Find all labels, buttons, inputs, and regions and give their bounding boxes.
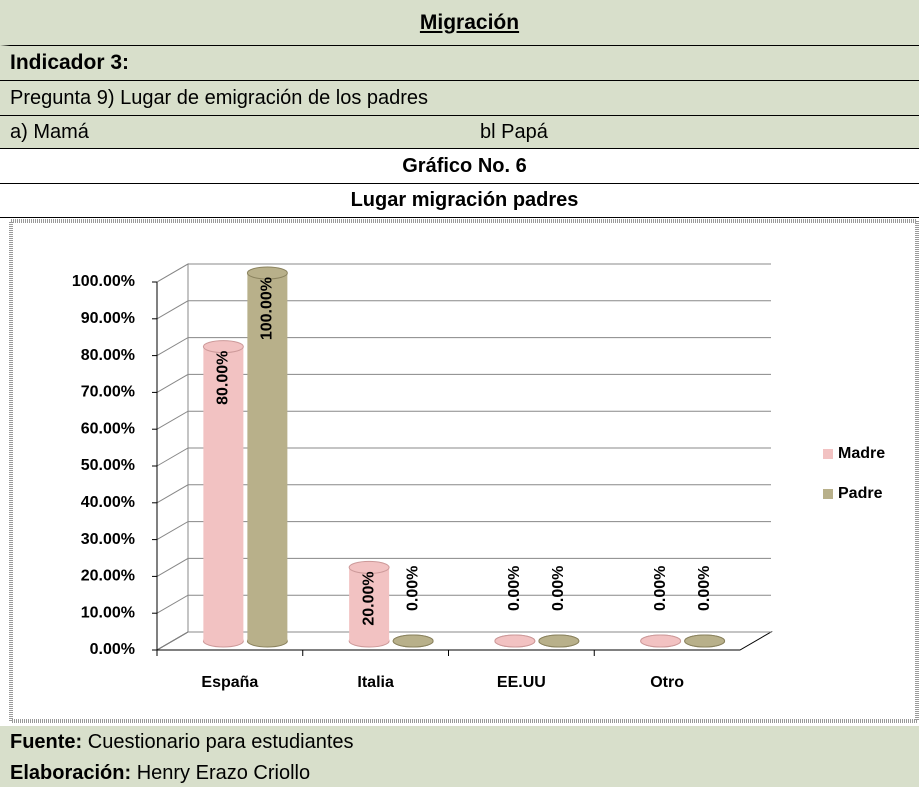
value-label: 0.00%: [696, 566, 713, 611]
indicator: Indicador 3:: [10, 51, 130, 74]
chart-title: Lugar migración padres: [350, 189, 579, 211]
bar: [349, 567, 390, 641]
y-tick-label: 0.00%: [90, 641, 135, 658]
chart: 0.00% 10.00% 20.00% 30.00% 40.00% 50.00% 60.00…: [9, 219, 919, 723]
source-row: Fuente: Cuestionario para estudiantes: [0, 726, 919, 759]
bar-top: [392, 634, 434, 648]
value-label: 0.00%: [652, 566, 669, 611]
value-label: 0.00%: [550, 566, 567, 611]
source: Cuestionario para estudiantes: [87, 731, 354, 753]
y-tick-label: 50.00%: [81, 457, 135, 474]
legend-label: Padre: [838, 485, 883, 502]
value-label: 20.00%: [360, 571, 377, 625]
grid-line: [156, 447, 771, 467]
grid-line: [156, 300, 771, 320]
grid-line: [156, 631, 771, 651]
question-row: Pregunta 9) Lugar de emigración de los p…: [0, 81, 919, 116]
value-label: 80.00%: [215, 351, 232, 405]
grid-line: [156, 337, 771, 357]
value-label: 0.00%: [506, 566, 523, 611]
y-tick-label: 10.00%: [81, 604, 135, 621]
author-row: Elaboración: Henry Erazo Criollo: [0, 759, 919, 787]
grid-line: [156, 410, 771, 430]
x-tick-label: España: [201, 674, 258, 691]
options-row: a) Mamá bl Papá: [0, 116, 919, 149]
bar-top: [348, 560, 390, 574]
chart-frame: [9, 219, 919, 723]
source-label: Fuente:: [10, 731, 83, 753]
indicator-row: Indicador 3:: [0, 46, 919, 81]
legend-label: Madre: [838, 445, 885, 462]
bar: [247, 273, 288, 641]
y-tick-label: 20.00%: [81, 568, 135, 585]
bar-top: [640, 634, 682, 648]
y-tick-label: 80.00%: [81, 347, 135, 364]
legend-swatch: [823, 489, 833, 499]
value-label: 0.00%: [404, 566, 421, 611]
author-label: Elaboración:: [10, 761, 132, 784]
grid-line: [156, 521, 771, 541]
x-tick-label: Otro: [650, 674, 684, 691]
bar-top: [538, 634, 580, 648]
option-b: bl Papá: [480, 120, 548, 143]
author: Henry Erazo Criollo: [136, 761, 311, 784]
y-tick-label: 40.00%: [81, 494, 135, 511]
question: Pregunta 9) Lugar de emigración de los p…: [10, 86, 429, 109]
title: Migración: [419, 10, 520, 34]
grid-line: [156, 263, 771, 283]
y-tick-label: 30.00%: [81, 531, 135, 548]
y-tick-label: 70.00%: [81, 384, 135, 401]
chart-title-row: Lugar migración padres: [0, 184, 919, 218]
legend-swatch: [823, 449, 833, 459]
bar: [203, 346, 244, 641]
bar-top: [246, 266, 288, 280]
bar-top: [684, 634, 726, 648]
bar-top: [494, 634, 536, 648]
grid-line: [156, 557, 771, 577]
y-tick-label: 90.00%: [81, 310, 135, 327]
x-tick-label: EE.UU: [497, 674, 546, 691]
option-a: a) Mamá: [10, 120, 89, 143]
grid-line: [156, 484, 771, 504]
grid-line: [156, 594, 771, 614]
grid-line: [156, 373, 771, 393]
x-tick-label: Italia: [357, 674, 394, 691]
title-row: Migración: [0, 0, 919, 46]
y-tick-label: 100.00%: [72, 273, 135, 290]
chart-number-row: Gráfico No. 6: [0, 149, 919, 184]
y-tick-label: 60.00%: [81, 420, 135, 437]
chart-number: Gráfico No. 6: [402, 154, 527, 177]
value-label: 100.00%: [259, 277, 276, 340]
bar-top: [202, 340, 244, 354]
